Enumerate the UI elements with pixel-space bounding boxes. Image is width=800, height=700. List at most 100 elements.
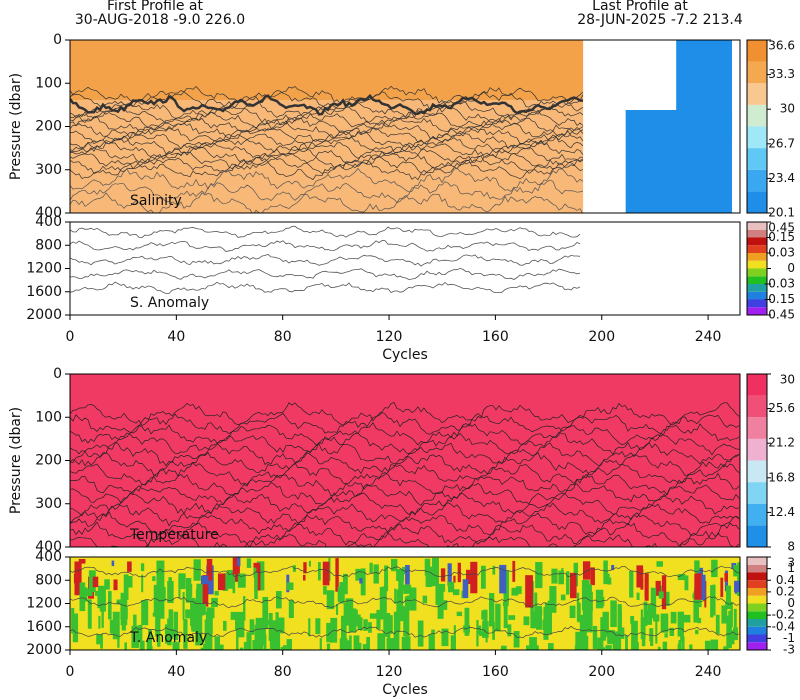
field xyxy=(358,642,362,650)
field xyxy=(670,611,677,624)
field xyxy=(677,574,686,581)
x-tick-label: 80 xyxy=(274,329,292,345)
field xyxy=(636,565,644,588)
field xyxy=(551,568,558,584)
field xyxy=(206,558,213,581)
field xyxy=(448,581,455,593)
field xyxy=(712,584,716,616)
colorbar-swatch xyxy=(747,191,767,213)
colorbar-label: 3 xyxy=(787,556,795,570)
field xyxy=(263,635,267,650)
contour xyxy=(70,140,584,161)
field xyxy=(376,609,381,630)
field xyxy=(260,619,266,646)
contour xyxy=(70,154,584,175)
x-tick-label: 160 xyxy=(482,329,509,345)
field xyxy=(86,588,93,596)
field xyxy=(617,604,622,628)
field xyxy=(542,619,546,630)
field xyxy=(178,576,181,599)
contour xyxy=(70,422,740,446)
contour xyxy=(70,521,740,547)
x-axis-label: Cycles xyxy=(382,682,428,698)
first-profile-label: First Profile at xyxy=(107,0,203,14)
colorbar-label: -0.4 xyxy=(772,619,795,633)
field xyxy=(71,608,75,634)
field xyxy=(153,584,162,613)
field xyxy=(650,587,657,619)
field xyxy=(124,642,127,650)
colorbar-swatch xyxy=(747,588,767,596)
colorbar-label: 30 xyxy=(780,373,795,387)
field xyxy=(676,40,733,140)
colorbar-swatch xyxy=(747,253,767,261)
field xyxy=(286,582,294,590)
colorbar-label: -1 xyxy=(783,631,795,645)
field xyxy=(405,565,410,585)
field xyxy=(202,574,209,604)
x-tick-label: 80 xyxy=(274,664,292,680)
y-tick-label: 1200 xyxy=(26,596,62,612)
field xyxy=(167,580,174,604)
panel-field xyxy=(70,557,740,650)
field xyxy=(417,620,424,647)
field xyxy=(507,624,512,637)
field xyxy=(693,591,700,623)
field xyxy=(590,567,595,586)
field xyxy=(701,574,706,601)
field xyxy=(558,570,564,585)
field xyxy=(515,586,522,594)
field xyxy=(254,568,258,600)
field xyxy=(288,600,294,619)
colorbar-swatch xyxy=(747,291,767,300)
field xyxy=(326,590,335,610)
colorbar-swatch xyxy=(747,438,767,461)
x-tick-label: 40 xyxy=(167,664,185,680)
field xyxy=(492,565,496,575)
field xyxy=(243,641,247,650)
field xyxy=(337,586,340,603)
field xyxy=(480,565,486,589)
field xyxy=(394,588,397,604)
field xyxy=(246,632,252,650)
field xyxy=(643,601,648,627)
field xyxy=(684,575,689,591)
field xyxy=(398,576,404,590)
field xyxy=(117,632,120,648)
field xyxy=(203,643,209,650)
y-axis-label: Pressure (dbar) xyxy=(8,407,24,514)
field xyxy=(711,559,718,578)
field xyxy=(116,599,123,605)
field xyxy=(405,636,411,650)
field xyxy=(535,561,543,589)
field xyxy=(569,605,576,619)
field xyxy=(657,646,661,650)
field xyxy=(369,613,377,619)
field xyxy=(443,600,448,610)
field xyxy=(631,642,639,650)
field xyxy=(211,597,218,608)
field xyxy=(160,586,166,602)
colorbar-swatch xyxy=(747,237,767,246)
field xyxy=(586,603,593,633)
field xyxy=(350,617,356,630)
field xyxy=(441,628,449,647)
contour xyxy=(70,240,581,252)
field xyxy=(456,611,463,617)
field xyxy=(600,617,607,641)
field xyxy=(141,574,144,593)
field xyxy=(660,613,669,633)
panel-field xyxy=(70,40,733,213)
field xyxy=(611,564,615,571)
field xyxy=(101,594,104,628)
field xyxy=(359,578,363,584)
field xyxy=(360,568,366,596)
field xyxy=(396,589,404,622)
field xyxy=(139,640,145,650)
colorbar-swatch xyxy=(747,229,767,238)
x-tick-label: 160 xyxy=(482,664,509,680)
field xyxy=(529,637,537,650)
colorbar-swatch xyxy=(747,482,767,504)
field xyxy=(733,608,737,636)
colorbar-label: 0.15 xyxy=(768,230,795,244)
